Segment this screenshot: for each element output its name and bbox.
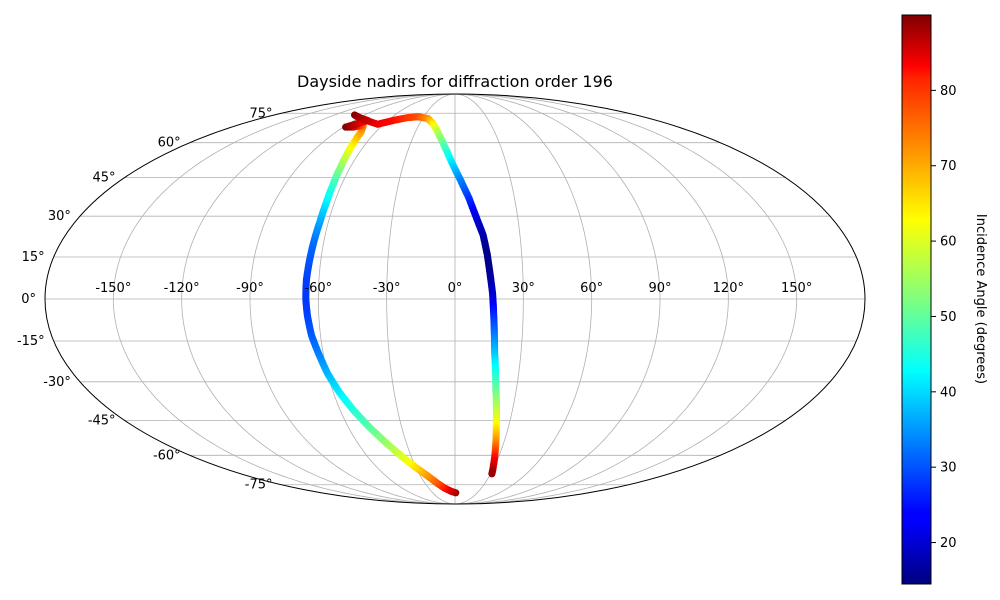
latitude-tick-labels: 75° 60° 45° 30° 15° 0° -15° -30° -45° -60° -75° bbox=[17, 106, 273, 492]
longitude-gridline bbox=[317, 94, 456, 504]
colorbar-tick-label: 50 bbox=[940, 310, 957, 325]
longitude-tick-label: -90° bbox=[236, 281, 264, 296]
longitude-tick-label: -150° bbox=[95, 281, 131, 296]
longitude-tick-labels: -150° -120° -90° -60° -30° 0° 30° 60° 90° 120° 150… bbox=[95, 281, 812, 296]
chart-title: Dayside nadirs for diffraction order 196 bbox=[297, 72, 613, 91]
colorbar-tick-label: 30 bbox=[940, 461, 957, 476]
colorbar-tick-label: 80 bbox=[940, 84, 957, 99]
longitude-tick-label: 60° bbox=[580, 281, 603, 296]
data-points bbox=[302, 111, 501, 497]
longitude-tick-label: 0° bbox=[448, 281, 463, 296]
latitude-tick-label: 75° bbox=[249, 106, 272, 121]
latitude-tick-label: 45° bbox=[93, 171, 116, 186]
longitude-tick-label: -60° bbox=[304, 281, 332, 296]
map-outline bbox=[44, 93, 866, 505]
colorbar-tick-label: 20 bbox=[940, 536, 957, 551]
longitude-gridline bbox=[181, 94, 456, 504]
longitude-gridline bbox=[249, 94, 456, 504]
map-area: -150° -120° -90° -60° -30° 0° 30° 60° 90° 120° 150… bbox=[17, 93, 866, 505]
longitude-gridline bbox=[454, 94, 798, 504]
longitude-tick-label: -30° bbox=[373, 281, 401, 296]
longitude-tick-label: 150° bbox=[781, 281, 812, 296]
longitude-gridline bbox=[454, 94, 661, 504]
longitude-gridline bbox=[454, 94, 593, 504]
latitude-tick-label: -45° bbox=[88, 413, 116, 428]
longitude-tick-label: 90° bbox=[648, 281, 671, 296]
latitude-tick-label: -60° bbox=[153, 448, 181, 463]
latitude-tick-label: 60° bbox=[158, 136, 181, 151]
data-point bbox=[488, 470, 496, 478]
longitude-gridline bbox=[454, 94, 729, 504]
latitude-tick-label: -75° bbox=[245, 478, 273, 493]
longitude-tick-label: 120° bbox=[713, 281, 744, 296]
longitude-gridline bbox=[454, 94, 524, 504]
latitude-tick-label: 15° bbox=[22, 250, 45, 265]
latitude-tick-label: 0° bbox=[21, 292, 36, 307]
colorbar-tick-label: 40 bbox=[940, 385, 957, 400]
longitude-tick-label: 30° bbox=[512, 281, 535, 296]
colorbar-tick-label: 70 bbox=[940, 159, 957, 174]
colorbar-label: Incidence Angle (degrees) bbox=[973, 214, 988, 384]
latitude-tick-label: -30° bbox=[43, 375, 71, 390]
colorbar: 20 30 40 50 60 70 80 Incidence Angle (degrees) bbox=[901, 14, 988, 585]
longitude-tick-label: -120° bbox=[164, 281, 200, 296]
colorbar-tick-label: 60 bbox=[940, 235, 957, 250]
longitude-gridline bbox=[112, 94, 456, 504]
graticule bbox=[45, 94, 865, 504]
latitude-tick-label: -15° bbox=[17, 334, 45, 349]
latitude-tick-label: 30° bbox=[48, 209, 71, 224]
colorbar-ticks: 20 30 40 50 60 70 80 bbox=[931, 84, 957, 551]
colorbar-gradient bbox=[901, 14, 932, 585]
longitude-gridline bbox=[386, 94, 456, 504]
